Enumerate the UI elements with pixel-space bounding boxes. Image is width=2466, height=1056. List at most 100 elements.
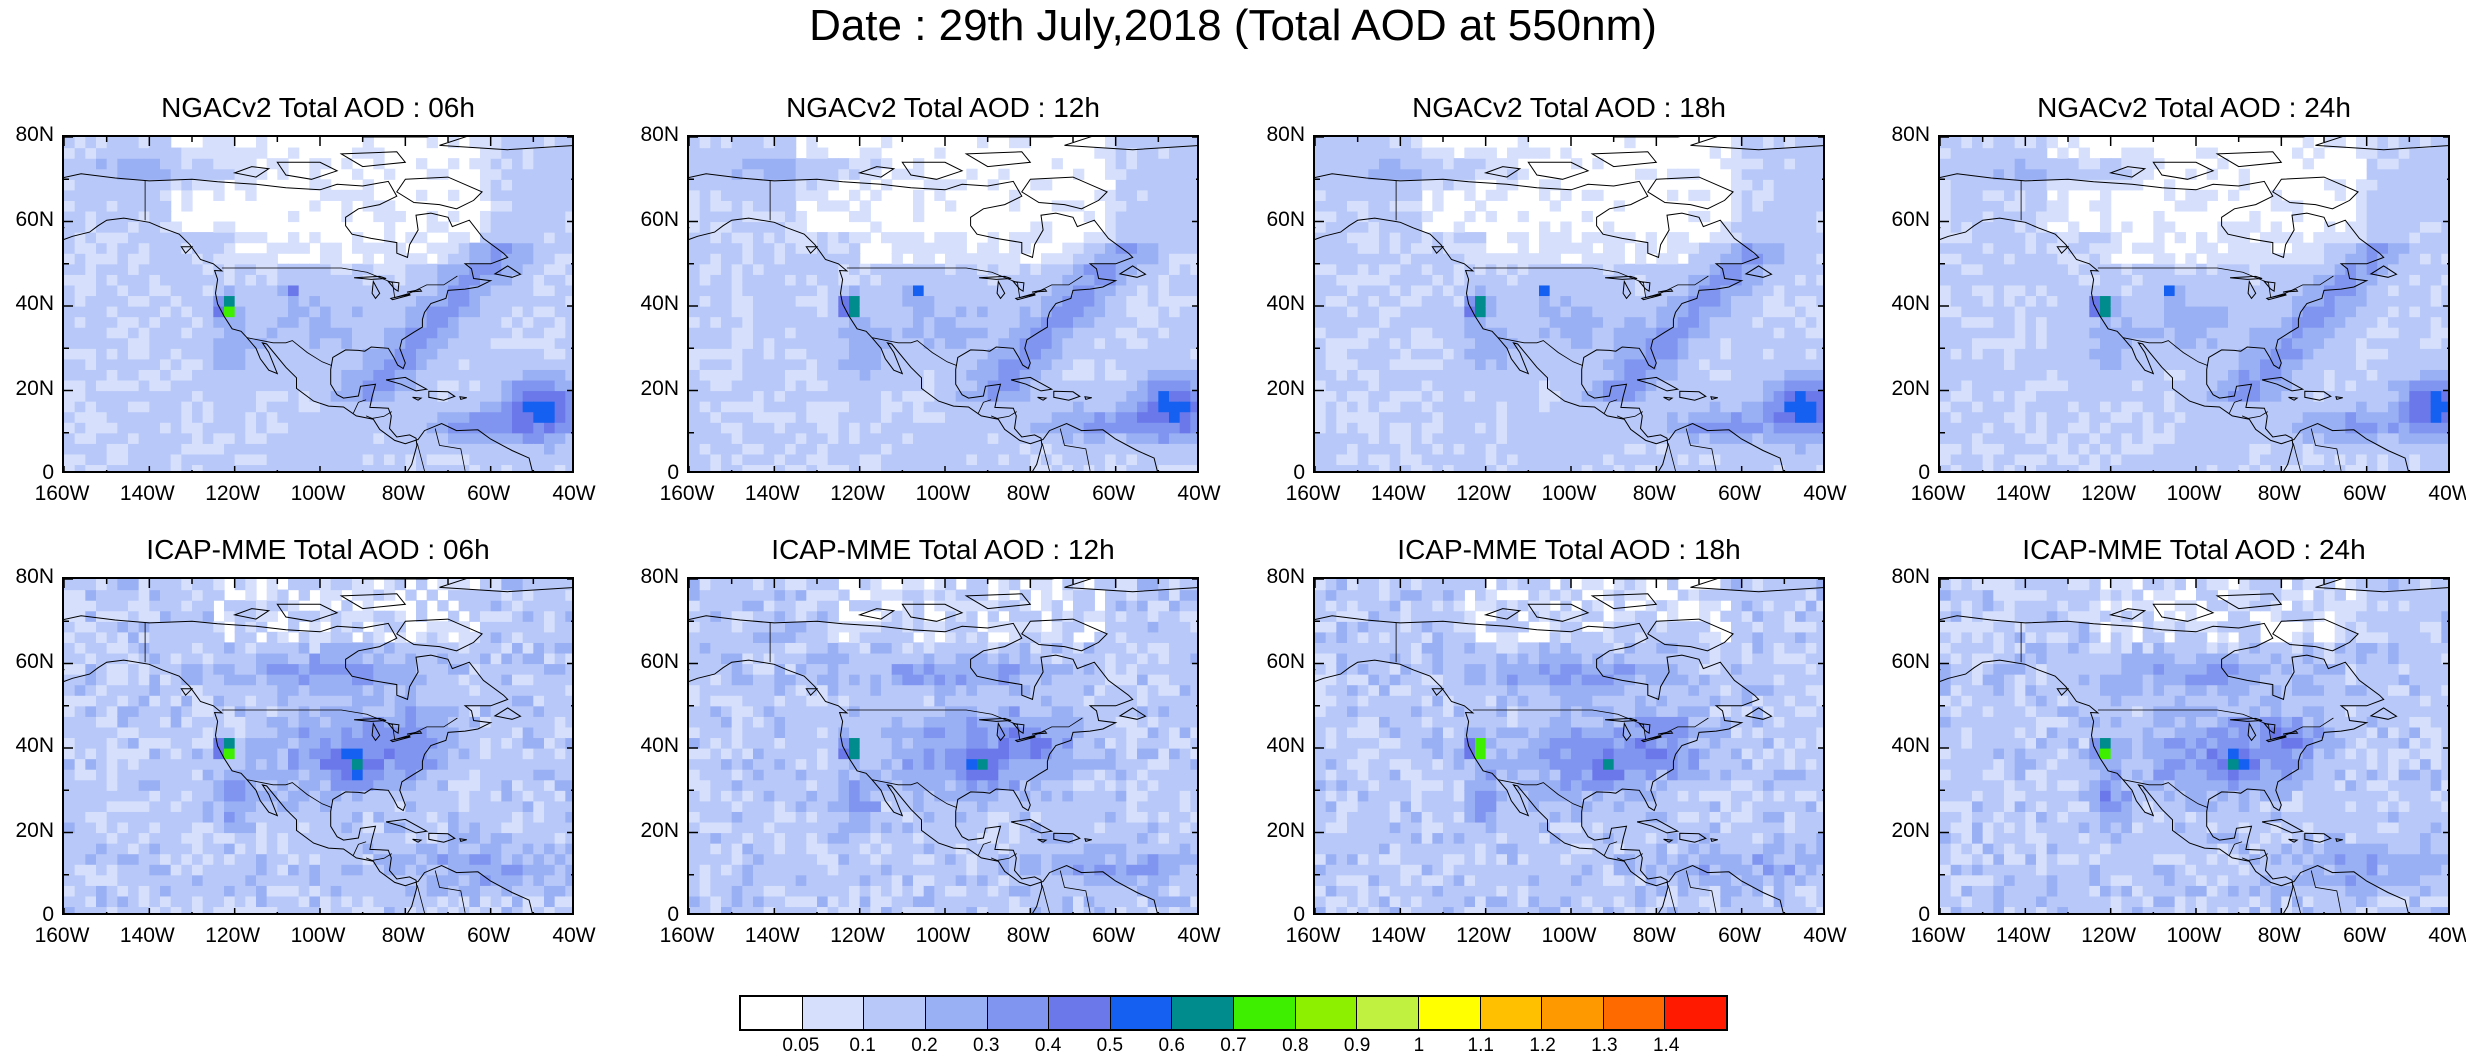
- aod-field: [64, 579, 572, 913]
- aod-map: [1940, 579, 2448, 913]
- lon-tick-label: 40W: [2428, 482, 2466, 505]
- colorbar-swatch: [1603, 997, 1666, 1029]
- colorbar-label: 0.9: [1343, 1035, 1371, 1056]
- lon-tick-label: 40W: [2428, 924, 2466, 947]
- axis-ticks: [1315, 137, 1823, 471]
- colorbar-swatch: [1418, 997, 1481, 1029]
- map-panel: [1313, 577, 1825, 915]
- lon-tick-label: 60W: [1092, 924, 1136, 947]
- colorbar-label: 1: [1413, 1035, 1425, 1056]
- lon-tick-label: 60W: [2343, 482, 2387, 505]
- colorbar-swatch: [1049, 997, 1111, 1029]
- colorbar-label: 0.5: [1096, 1035, 1124, 1056]
- colorbar-swatch: [1295, 997, 1358, 1029]
- axis-ticks: [1315, 579, 1823, 913]
- colorbar-label: 0.1: [849, 1035, 876, 1056]
- lat-tick-label: 0: [1293, 903, 1305, 926]
- lon-tick-label: 40W: [552, 924, 596, 947]
- lat-tick-label: 80N: [1266, 123, 1305, 146]
- colorbar-label: 0.2: [911, 1035, 938, 1056]
- lat-tick-label: 20N: [640, 818, 679, 842]
- lat-tick-label: 40N: [15, 292, 54, 315]
- lat-tick-label: 80N: [1891, 123, 1930, 146]
- lon-tick-label: 40W: [1803, 482, 1847, 505]
- colorbar-label: 0.05: [782, 1035, 820, 1056]
- lat-tick-label: 60N: [1891, 207, 1930, 231]
- lon-tick-label: 100W: [915, 924, 971, 947]
- colorbar-swatch: [741, 997, 803, 1029]
- colorbar-label: 1.2: [1529, 1035, 1556, 1056]
- lon-tick-label: 120W: [1456, 924, 1512, 947]
- colorbar-label: 0.3: [973, 1035, 1000, 1056]
- lat-tick-label: 60N: [15, 207, 54, 231]
- lat-tick-label: 40N: [15, 734, 54, 757]
- lon-tick-label: 160W: [1910, 924, 1966, 947]
- colorbar-label: 0.7: [1220, 1035, 1247, 1056]
- colorbar-label: 1.1: [1467, 1035, 1494, 1056]
- lon-tick-label: 120W: [1456, 482, 1512, 505]
- political-borders: [2020, 180, 2342, 471]
- lon-tick-label: 140W: [119, 924, 175, 947]
- panel-title: NGACv2 Total AOD : 24h: [2037, 92, 2351, 123]
- lon-tick-label: 140W: [119, 482, 175, 505]
- lon-tick-label: 160W: [1285, 924, 1341, 947]
- lon-tick-label: 100W: [915, 482, 971, 505]
- aod-map: [1940, 137, 2448, 471]
- coastlines: [1940, 137, 2448, 471]
- lat-tick-label: 40N: [1891, 292, 1930, 315]
- panel-title: NGACv2 Total AOD : 12h: [786, 92, 1100, 123]
- aod-map: [689, 579, 1197, 913]
- lon-tick-label: 60W: [2343, 924, 2387, 947]
- lon-tick-label: 120W: [830, 924, 886, 947]
- axis-ticks: [689, 137, 1197, 471]
- map-panel: [1938, 135, 2450, 473]
- axis-ticks: [64, 137, 572, 471]
- lon-tick-label: 60W: [467, 924, 511, 947]
- lon-tick-label: 140W: [1370, 924, 1426, 947]
- lat-tick-label: 80N: [15, 123, 54, 146]
- lon-tick-label: 40W: [1803, 924, 1847, 947]
- panel-title: ICAP-MME Total AOD : 24h: [2022, 534, 2366, 565]
- lon-tick-label: 160W: [659, 482, 715, 505]
- lat-tick-label: 20N: [1266, 376, 1305, 400]
- aod-field: [64, 137, 572, 471]
- aod-field: [1940, 137, 2448, 471]
- coastlines: [64, 579, 572, 913]
- coastlines: [1315, 579, 1823, 913]
- lon-tick-label: 60W: [1718, 482, 1762, 505]
- lat-tick-label: 40N: [1891, 734, 1930, 757]
- aod-field: [1315, 579, 1823, 913]
- lat-tick-label: 80N: [15, 565, 54, 588]
- coastlines: [1315, 137, 1823, 471]
- lon-tick-label: 80W: [2257, 924, 2301, 947]
- colorbar-label: 0.4: [1034, 1035, 1062, 1056]
- lat-tick-label: 80N: [640, 123, 679, 146]
- colorbar-swatch: [1172, 997, 1234, 1029]
- lat-tick-label: 40N: [1266, 292, 1305, 315]
- coastlines: [689, 579, 1197, 913]
- lon-tick-label: 160W: [1910, 482, 1966, 505]
- map-panel: [1313, 135, 1825, 473]
- aod-map: [689, 137, 1197, 471]
- aod-field: [689, 579, 1197, 913]
- axis-ticks: [1940, 137, 2448, 471]
- lat-tick-label: 0: [1293, 461, 1305, 484]
- lon-tick-label: 60W: [1718, 924, 1762, 947]
- lat-tick-label: 0: [667, 461, 679, 484]
- lon-tick-label: 80W: [381, 924, 425, 947]
- political-borders: [1395, 180, 1717, 471]
- lat-tick-label: 0: [667, 903, 679, 926]
- colorbar: [739, 995, 1728, 1031]
- lon-tick-label: 120W: [205, 482, 261, 505]
- lon-tick-label: 100W: [2166, 482, 2222, 505]
- lat-tick-label: 60N: [15, 649, 54, 673]
- colorbar-swatch: [1480, 997, 1543, 1029]
- colorbar-swatch: [925, 997, 988, 1029]
- lon-tick-label: 80W: [1006, 924, 1050, 947]
- lat-tick-label: 20N: [15, 818, 54, 842]
- lon-tick-label: 80W: [1632, 482, 1676, 505]
- lon-tick-label: 160W: [34, 924, 90, 947]
- lat-tick-label: 60N: [640, 649, 679, 673]
- lon-tick-label: 100W: [1541, 924, 1597, 947]
- map-panel: [687, 135, 1199, 473]
